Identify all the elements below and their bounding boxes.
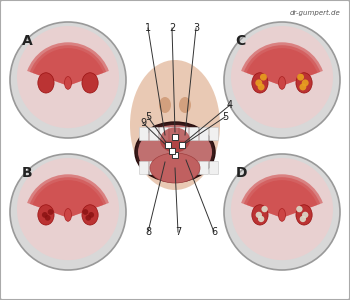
- Ellipse shape: [159, 97, 171, 113]
- Circle shape: [10, 154, 126, 270]
- Circle shape: [260, 74, 267, 81]
- Circle shape: [10, 22, 126, 138]
- FancyBboxPatch shape: [210, 161, 218, 175]
- FancyBboxPatch shape: [189, 161, 198, 175]
- FancyBboxPatch shape: [140, 161, 148, 175]
- Text: B: B: [22, 166, 32, 180]
- Circle shape: [48, 209, 54, 215]
- FancyBboxPatch shape: [169, 161, 178, 175]
- Ellipse shape: [179, 97, 191, 113]
- Bar: [172, 152, 178, 158]
- Ellipse shape: [82, 73, 98, 93]
- FancyBboxPatch shape: [149, 128, 159, 140]
- Text: A: A: [22, 34, 32, 48]
- Circle shape: [297, 74, 304, 81]
- Text: D: D: [236, 166, 247, 180]
- Ellipse shape: [160, 128, 190, 152]
- FancyBboxPatch shape: [160, 128, 168, 140]
- Wedge shape: [241, 42, 323, 86]
- Wedge shape: [30, 45, 106, 86]
- Wedge shape: [244, 177, 320, 218]
- FancyBboxPatch shape: [169, 128, 178, 140]
- Text: 4: 4: [227, 100, 233, 110]
- Circle shape: [255, 80, 262, 86]
- Text: 3: 3: [193, 23, 199, 33]
- Circle shape: [258, 83, 265, 90]
- FancyBboxPatch shape: [180, 128, 189, 140]
- Bar: [169, 148, 175, 154]
- Wedge shape: [241, 174, 323, 218]
- Ellipse shape: [296, 73, 312, 93]
- Circle shape: [45, 215, 51, 221]
- Bar: [179, 142, 185, 148]
- Wedge shape: [33, 48, 104, 86]
- Circle shape: [296, 206, 303, 212]
- FancyBboxPatch shape: [199, 161, 209, 175]
- FancyBboxPatch shape: [199, 128, 209, 140]
- Bar: [165, 142, 171, 148]
- Wedge shape: [27, 174, 109, 218]
- Text: 5: 5: [145, 112, 151, 122]
- Circle shape: [302, 212, 308, 218]
- Wedge shape: [244, 45, 320, 86]
- Circle shape: [231, 26, 333, 128]
- Ellipse shape: [130, 60, 220, 190]
- FancyBboxPatch shape: [149, 161, 159, 175]
- Circle shape: [83, 209, 88, 215]
- Text: 5: 5: [222, 112, 228, 122]
- Wedge shape: [30, 177, 106, 218]
- Ellipse shape: [252, 205, 268, 225]
- Ellipse shape: [38, 73, 54, 93]
- Bar: [172, 134, 178, 140]
- Circle shape: [258, 216, 264, 222]
- Text: 8: 8: [145, 227, 151, 237]
- FancyBboxPatch shape: [160, 161, 168, 175]
- Ellipse shape: [38, 205, 54, 225]
- Circle shape: [88, 212, 94, 218]
- Circle shape: [17, 158, 119, 260]
- Circle shape: [302, 80, 309, 86]
- FancyBboxPatch shape: [140, 128, 148, 140]
- Circle shape: [231, 158, 333, 260]
- Ellipse shape: [252, 73, 268, 93]
- Wedge shape: [27, 42, 109, 86]
- Circle shape: [261, 206, 268, 212]
- Wedge shape: [33, 180, 104, 218]
- Circle shape: [42, 212, 48, 218]
- Circle shape: [85, 215, 91, 221]
- Ellipse shape: [138, 125, 212, 179]
- FancyBboxPatch shape: [210, 128, 218, 140]
- Ellipse shape: [135, 122, 215, 182]
- Circle shape: [300, 216, 306, 222]
- Text: 2: 2: [169, 23, 175, 33]
- Circle shape: [224, 22, 340, 138]
- Wedge shape: [246, 48, 317, 86]
- Ellipse shape: [150, 153, 200, 183]
- Ellipse shape: [296, 205, 312, 225]
- Text: 7: 7: [175, 227, 181, 237]
- Ellipse shape: [82, 205, 98, 225]
- Ellipse shape: [279, 76, 286, 89]
- Text: 1: 1: [145, 23, 151, 33]
- FancyBboxPatch shape: [189, 128, 198, 140]
- Circle shape: [256, 212, 262, 218]
- Text: 9: 9: [140, 118, 146, 128]
- Ellipse shape: [64, 208, 71, 221]
- Circle shape: [299, 83, 306, 90]
- FancyBboxPatch shape: [180, 161, 189, 175]
- Text: 6: 6: [211, 227, 217, 237]
- Text: dr-gumpert.de: dr-gumpert.de: [289, 10, 340, 16]
- Ellipse shape: [279, 208, 286, 221]
- Text: C: C: [236, 34, 246, 48]
- Ellipse shape: [64, 76, 71, 89]
- Wedge shape: [246, 180, 317, 218]
- Circle shape: [17, 26, 119, 128]
- Circle shape: [224, 154, 340, 270]
